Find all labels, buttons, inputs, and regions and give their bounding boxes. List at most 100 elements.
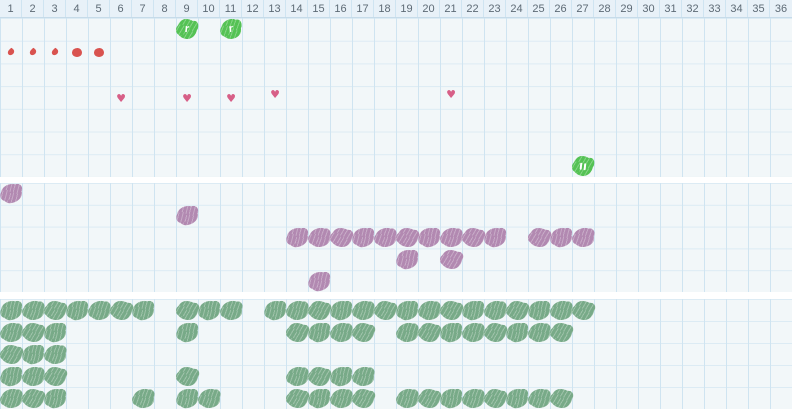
drop-small-icon xyxy=(50,47,60,57)
blob-purple-icon xyxy=(0,182,23,206)
day-14-cell xyxy=(285,365,309,387)
blob-green-icon xyxy=(549,321,573,343)
day-header-cell-22[interactable]: 22 xyxy=(462,0,484,17)
day-21-cell xyxy=(439,299,463,321)
day-10-cell xyxy=(197,298,221,322)
day-header-cell-34[interactable]: 34 xyxy=(726,0,748,17)
flower-letter: r xyxy=(228,22,234,36)
blob-green-icon xyxy=(527,298,551,322)
day-26-cell xyxy=(549,321,573,343)
day-27-cell xyxy=(572,154,594,177)
blob-purple-icon xyxy=(571,227,595,248)
drop-small-icon xyxy=(28,47,38,57)
day-14-cell xyxy=(285,299,309,321)
day-7-cell xyxy=(131,387,155,409)
flower-r-icon: r xyxy=(176,18,198,41)
day-header-cell-25[interactable]: 25 xyxy=(528,0,550,17)
day-16-cell xyxy=(329,226,353,249)
day-3-cell xyxy=(43,343,67,365)
day-header-cell-27[interactable]: 27 xyxy=(572,0,594,17)
blob-green-icon xyxy=(285,365,309,387)
day-23-cell xyxy=(483,299,507,321)
blob-green-icon xyxy=(43,343,67,365)
day-header-cell-33[interactable]: 33 xyxy=(704,0,726,17)
day-16-cell xyxy=(329,298,353,322)
blob-green-icon xyxy=(329,321,353,343)
drop-small-icon xyxy=(6,47,16,57)
blob-green-icon xyxy=(285,299,309,321)
day-header-cell-35[interactable]: 35 xyxy=(748,0,770,17)
day-header-cell-6[interactable]: 6 xyxy=(110,0,132,17)
day-11-cell xyxy=(219,299,243,321)
blob-green-icon xyxy=(21,365,45,387)
day-header-cell-3[interactable]: 3 xyxy=(44,0,66,17)
blob-green-icon xyxy=(21,321,45,343)
blob-purple-icon xyxy=(395,248,419,271)
day-header-cell-8[interactable]: 8 xyxy=(154,0,176,17)
blob-green-icon xyxy=(175,365,199,387)
day-header-cell-19[interactable]: 19 xyxy=(396,0,418,17)
day-14-cell xyxy=(285,321,309,343)
blob-green-icon xyxy=(527,321,551,343)
day-26-cell xyxy=(549,299,573,321)
day-header-cell-28[interactable]: 28 xyxy=(594,0,616,17)
day-header-cell-20[interactable]: 20 xyxy=(418,0,440,17)
day-header-cell-31[interactable]: 31 xyxy=(660,0,682,17)
day-header-cell-18[interactable]: 18 xyxy=(374,0,396,17)
day-15-cell xyxy=(307,299,331,321)
blob-green-icon xyxy=(461,298,485,322)
day-15-cell xyxy=(307,269,331,293)
day-header-cell-29[interactable]: 29 xyxy=(616,0,638,17)
blob-green-icon xyxy=(527,387,551,409)
blob-green-icon xyxy=(549,387,573,409)
blob-purple-icon xyxy=(395,226,419,249)
day-15-cell xyxy=(307,320,331,344)
day-9-cell xyxy=(175,299,199,321)
blob-green-icon xyxy=(351,387,375,409)
day-header-cell-4[interactable]: 4 xyxy=(66,0,88,17)
blob-purple-icon xyxy=(527,226,551,249)
blob-purple-icon xyxy=(329,226,353,249)
day-header-cell-5[interactable]: 5 xyxy=(88,0,110,17)
day-header-cell-16[interactable]: 16 xyxy=(330,0,352,17)
day-header-cell-17[interactable]: 17 xyxy=(352,0,374,17)
day-header-cell-7[interactable]: 7 xyxy=(132,0,154,17)
day-22-cell xyxy=(461,226,485,249)
blob-green-icon xyxy=(439,386,463,409)
day-header-cell-12[interactable]: 12 xyxy=(242,0,264,17)
blob-green-icon xyxy=(43,320,67,344)
day-header-cell-36[interactable]: 36 xyxy=(774,2,788,15)
blob-green-icon xyxy=(395,298,419,322)
day-4-cell xyxy=(66,41,88,64)
day-header-cell-21[interactable]: 21 xyxy=(440,0,462,17)
day-header-cell-15[interactable]: 15 xyxy=(308,0,330,17)
blob-purple-icon xyxy=(285,226,309,249)
day-header-cell-14[interactable]: 14 xyxy=(286,0,308,17)
day-21-cell: ♥ xyxy=(440,86,462,109)
blob-purple-icon xyxy=(439,248,463,270)
heart-icon: ♥ xyxy=(116,92,126,106)
day-header-cell-32[interactable]: 32 xyxy=(682,0,704,17)
day-20-cell xyxy=(417,387,441,409)
day-header-cell-23[interactable]: 23 xyxy=(484,0,506,17)
day-2-cell xyxy=(21,321,45,343)
day-header-cell-10[interactable]: 10 xyxy=(198,0,220,17)
blob-green-icon xyxy=(549,299,573,321)
day-header-cell-30[interactable]: 30 xyxy=(638,0,660,17)
day-25-cell xyxy=(527,387,551,409)
day-header-cell-9[interactable]: 9 xyxy=(176,0,198,17)
blob-green-icon xyxy=(175,299,199,321)
day-14-cell xyxy=(285,226,309,249)
day-header-cell-11[interactable]: 11 xyxy=(220,0,242,17)
day-header-cell-24[interactable]: 24 xyxy=(506,0,528,17)
day-header-cell-13[interactable]: 13 xyxy=(264,0,286,17)
day-1-cell xyxy=(0,364,23,388)
day-3-cell xyxy=(43,365,67,387)
day-2-cell xyxy=(21,365,45,387)
blob-purple-icon xyxy=(439,227,463,248)
day-header-cell-2[interactable]: 2 xyxy=(22,0,44,17)
day-header-cell-1[interactable]: 1 xyxy=(0,0,22,17)
day-header-cell-26[interactable]: 26 xyxy=(550,0,572,17)
blob-purple-icon xyxy=(483,226,507,249)
